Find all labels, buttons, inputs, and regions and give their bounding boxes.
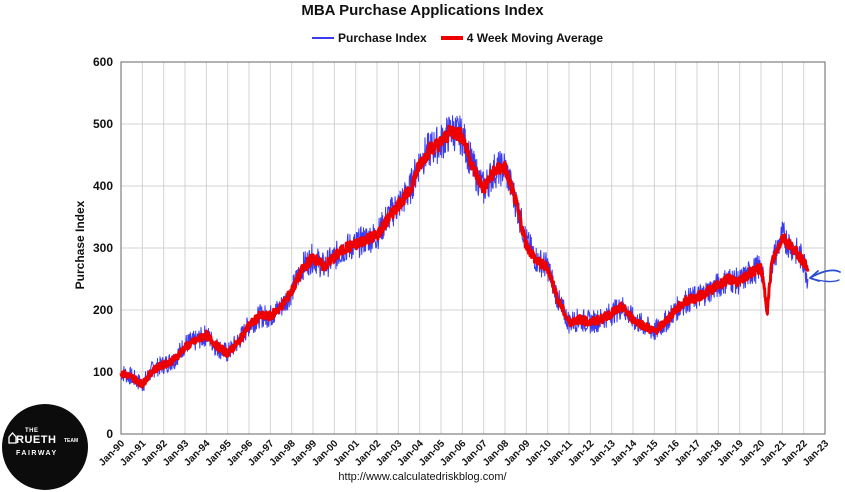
y-tick-label: 200 <box>93 303 113 317</box>
legend-swatch-red <box>440 36 463 40</box>
legend-swatch-blue <box>312 37 334 39</box>
axes <box>120 61 826 435</box>
y-tick-labels: 0 100 200 300 400 500 600 <box>93 55 113 441</box>
legend-item-moving-average: 4 Week Moving Average <box>440 31 603 45</box>
logo-fairway: FAIRWAY <box>16 450 58 457</box>
house-icon <box>8 432 17 444</box>
logo-team: TEAM <box>64 438 79 444</box>
legend-label-moving-average: 4 Week Moving Average <box>466 31 603 45</box>
y-tick-label: 400 <box>93 179 113 193</box>
legend-item-purchase-index: Purchase Index <box>312 31 427 45</box>
y-tick-label: 300 <box>93 241 113 255</box>
y-tick-label: 600 <box>93 55 113 69</box>
series-layer <box>119 115 810 392</box>
source-url: http://www.calculatedriskblog.com/ <box>338 471 507 483</box>
plot-frame <box>120 61 826 435</box>
y-tick-label: 0 <box>106 427 113 441</box>
y-tick-label: 100 <box>93 365 113 379</box>
y-tick-label: 500 <box>93 117 113 131</box>
series-line-moving-average <box>119 124 810 389</box>
grid-lines <box>120 61 826 435</box>
rueth-team-logo: THE RUETH TEAM FAIRWAY <box>2 404 88 490</box>
legend-label-purchase-index: Purchase Index <box>338 31 427 45</box>
annotation-arrow-icon <box>809 269 841 283</box>
legend: Purchase Index 4 Week Moving Average <box>312 31 603 45</box>
x-tick-labels: Jan-90Jan-91Jan-92Jan-93Jan-94Jan-95Jan-… <box>97 438 831 468</box>
y-axis-label: Purchase Index <box>73 200 87 289</box>
logo-name: RUETH <box>16 434 57 446</box>
chart-title: MBA Purchase Applications Index <box>301 2 544 19</box>
logo-the: THE <box>25 428 39 434</box>
